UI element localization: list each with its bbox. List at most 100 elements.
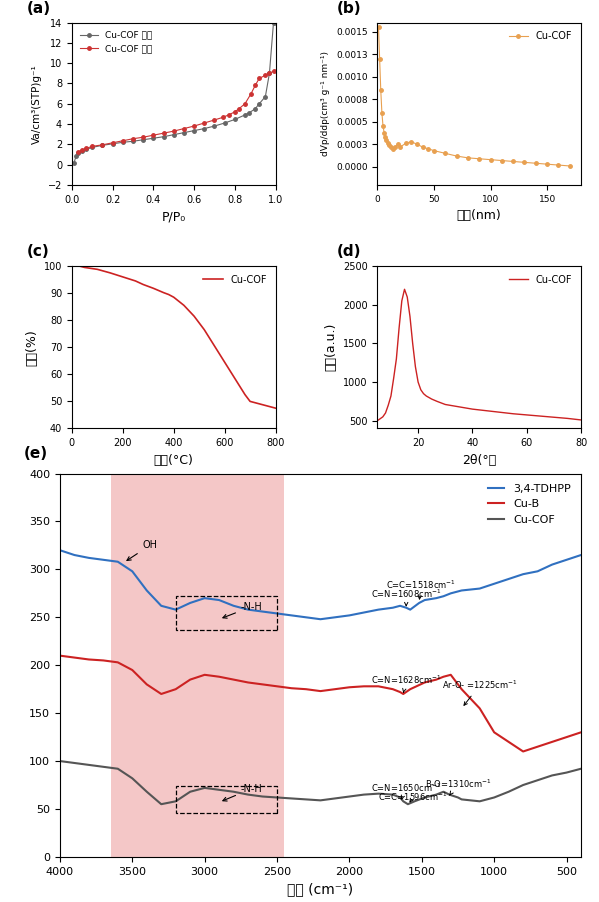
3,4-TDHPP — [317, 613, 324, 624]
Cu-COF — [566, 161, 573, 171]
Cu-COF — [393, 354, 400, 364]
Cu-COF 吸附 — [211, 121, 218, 132]
Cu-B — [432, 674, 440, 685]
Cu-COF — [395, 323, 403, 334]
3,4-TDHPP — [407, 604, 414, 615]
Cu-COF — [175, 296, 182, 307]
Cu-COF — [523, 410, 530, 420]
Cu-COF — [317, 795, 324, 805]
Cu-COF — [505, 787, 512, 797]
Cu-COF — [379, 411, 386, 422]
Cu-COF 吸附 — [160, 132, 167, 143]
Cu-COF — [453, 151, 460, 161]
Cu-COF — [549, 770, 556, 781]
Cu-COF 吸附 — [129, 136, 137, 147]
Cu-B — [534, 741, 541, 752]
Cu-COF — [543, 159, 550, 170]
Cu-COF 吸附 — [89, 142, 96, 152]
Cu-B — [421, 677, 428, 688]
3,4-TDHPP — [577, 549, 585, 560]
Cu-B — [85, 654, 92, 665]
Cu-COF — [428, 393, 435, 404]
Cu-COF 解吸 — [252, 80, 259, 91]
Y-axis label: 强度(a.u.): 强度(a.u.) — [324, 323, 337, 372]
Cu-B — [375, 681, 382, 692]
Legend: Cu-COF: Cu-COF — [505, 27, 576, 45]
Cu-COF 吸附 — [262, 91, 269, 102]
3,4-TDHPP — [416, 597, 423, 608]
Cu-COF 解吸 — [270, 66, 277, 77]
Cu-COF — [434, 396, 441, 407]
Cu-COF — [563, 767, 570, 778]
Cu-COF 解吸 — [99, 140, 106, 151]
Cu-B — [317, 686, 324, 696]
Line: Cu-COF: Cu-COF — [60, 761, 581, 805]
Cu-COF — [143, 787, 150, 797]
Cu-COF 解吸 — [211, 115, 218, 125]
Cu-COF — [259, 791, 266, 802]
Cu-COF — [241, 390, 249, 400]
Cu-COF 吸附 — [266, 68, 273, 78]
Text: C=N=1628cm$^{-1}$: C=N=1628cm$^{-1}$ — [371, 674, 441, 692]
Cu-COF — [288, 793, 295, 804]
Bar — [176, 596, 277, 630]
Cu-B — [563, 732, 570, 742]
Cu-COF — [409, 338, 416, 349]
Cu-COF — [458, 794, 465, 805]
Cu-COF 解吸 — [219, 112, 226, 123]
Cu-COF 解吸 — [78, 144, 86, 155]
Text: (b): (b) — [337, 1, 361, 16]
3,4-TDHPP — [491, 578, 498, 589]
Bar — [111, 474, 285, 857]
Cu-COF — [510, 156, 517, 167]
Cu-B — [158, 688, 165, 699]
3,4-TDHPP — [244, 604, 252, 615]
3,4-TDHPP — [302, 612, 310, 622]
Cu-COF — [361, 789, 368, 800]
Cu-COF — [195, 318, 202, 328]
Cu-COF — [392, 142, 399, 152]
X-axis label: 2θ(°）: 2θ(°） — [462, 454, 497, 466]
Cu-COF 解吸 — [150, 130, 157, 141]
Cu-B — [389, 684, 397, 695]
Cu-COF 吸附 — [70, 158, 77, 169]
Cu-COF — [216, 785, 223, 796]
Cu-COF — [226, 365, 233, 376]
Cu-COF — [401, 284, 408, 295]
Cu-B — [259, 679, 266, 690]
Cu-COF — [446, 789, 453, 800]
Cu-COF — [382, 132, 389, 143]
Text: B-O=1310cm$^{-1}$: B-O=1310cm$^{-1}$ — [425, 778, 491, 795]
Cu-COF 解吸 — [119, 135, 126, 146]
Cu-COF — [423, 391, 430, 401]
Cu-COF — [230, 787, 237, 797]
Cu-COF 吸附 — [72, 152, 80, 162]
3,4-TDHPP — [476, 584, 483, 594]
Cu-COF 吸附 — [231, 114, 238, 124]
Text: OH: OH — [127, 540, 158, 560]
Cu-COF 解吸 — [140, 132, 147, 143]
Text: C=C=1518cm$^{-1}$: C=C=1518cm$^{-1}$ — [386, 578, 455, 599]
Cu-B — [407, 684, 414, 695]
Legend: Cu-COF: Cu-COF — [199, 271, 271, 289]
Cu-B — [99, 655, 107, 666]
3,4-TDHPP — [230, 601, 237, 612]
Cu-COF — [455, 401, 462, 412]
Cu-COF 解吸 — [266, 68, 273, 78]
Cu-COF — [425, 392, 432, 403]
3,4-TDHPP — [85, 552, 92, 563]
Cu-COF 解吸 — [109, 137, 116, 148]
Text: C=N=1650cm$^{-1}$: C=N=1650cm$^{-1}$ — [371, 781, 441, 799]
Cu-COF — [537, 410, 544, 421]
Cu-COF — [406, 311, 413, 322]
X-axis label: 温度(°C): 温度(°C) — [154, 454, 193, 466]
Cu-COF — [99, 761, 107, 772]
Cu-COF — [71, 758, 78, 769]
Cu-COF — [550, 412, 558, 423]
Cu-COF — [432, 789, 440, 800]
Cu-COF — [385, 140, 392, 151]
Cu-COF — [379, 121, 386, 132]
Cu-COF — [564, 413, 571, 424]
Cu-COF 吸附 — [99, 140, 106, 151]
Cu-COF — [389, 789, 397, 800]
